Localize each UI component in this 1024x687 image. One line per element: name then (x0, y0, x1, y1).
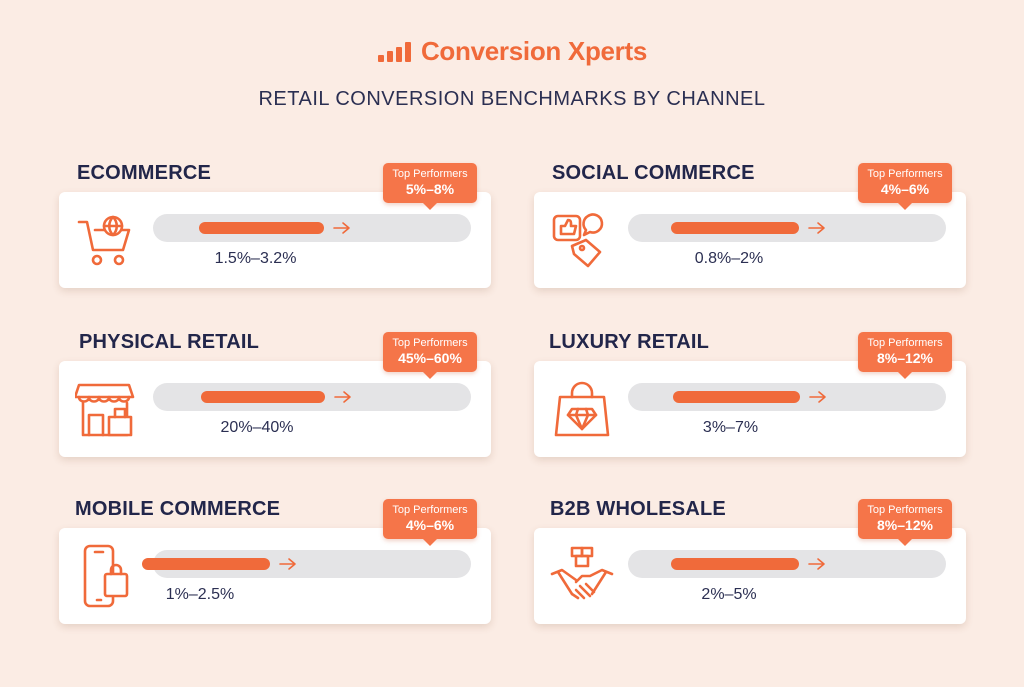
badge-value: 45%–60% (398, 350, 462, 366)
channel-title-social-commerce: SOCIAL COMMERCE (552, 162, 755, 184)
arrow-right-icon (808, 222, 825, 234)
badge-label: Top Performers (867, 337, 943, 349)
chart-title: RETAIL CONVERSION BENCHMARKS BY CHANNEL (258, 88, 766, 110)
channel-card-physical-retail: 20%–40% (59, 361, 491, 457)
badge-label: Top Performers (392, 168, 468, 180)
arrow-right-icon (279, 558, 296, 570)
badge-value: 4%–6% (880, 181, 930, 197)
channel-card-b2b-wholesale: 2%–5% (534, 528, 966, 624)
top-performers-badge-b2b-wholesale: Top Performers 8%–12% (858, 499, 952, 546)
range-track (142, 550, 471, 578)
range-bar-b2b-wholesale (671, 558, 799, 570)
bar-chart-logo-icon (377, 41, 411, 62)
range-track (628, 550, 946, 578)
range-bar-ecommerce (199, 222, 324, 234)
range-bar-mobile-commerce (142, 558, 270, 570)
storefront-icon (73, 377, 139, 441)
range-track (628, 383, 946, 411)
channel-card-ecommerce: 1.5%–3.2% (59, 192, 491, 288)
brand-logo: Conversion Xperts (0, 36, 1024, 67)
channel-title-luxury-retail: LUXURY RETAIL (549, 331, 710, 353)
channel-title-physical-retail: PHYSICAL RETAIL (79, 331, 260, 353)
badge-value: 4%–6% (405, 517, 455, 533)
mobile-shopping-icon (75, 544, 139, 608)
range-track (628, 214, 946, 242)
badge-value: 5%–8% (405, 181, 455, 197)
range-label-physical-retail: 20%–40% (220, 419, 294, 436)
top-performers-badge-ecommerce: Top Performers 5%–8% (383, 163, 477, 210)
range-bar-luxury-retail (673, 391, 800, 403)
range-label-luxury-retail: 3%–7% (702, 419, 759, 436)
channel-card-social-commerce: 0.8%–2% (534, 192, 966, 288)
range-bar-social-commerce (671, 222, 799, 234)
range-track (153, 214, 471, 242)
channel-card-luxury-retail: 3%–7% (534, 361, 966, 457)
badge-label: Top Performers (867, 504, 943, 516)
badge-label: Top Performers (392, 504, 468, 516)
social-like-tag-icon (550, 208, 614, 272)
range-label-mobile-commerce: 1%–2.5% (165, 586, 235, 603)
range-label-social-commerce: 0.8%–2% (694, 250, 764, 267)
top-performers-badge-luxury-retail: Top Performers 8%–12% (858, 332, 952, 379)
arrow-right-icon (334, 391, 351, 403)
shopping-cart-globe-icon (75, 208, 139, 272)
channel-title-b2b-wholesale: B2B WHOLESALE (550, 498, 726, 520)
range-label-ecommerce: 1.5%–3.2% (214, 250, 297, 267)
range-label-b2b-wholesale: 2%–5% (701, 586, 757, 603)
badge-value: 8%–12% (876, 517, 934, 533)
top-performers-badge-social-commerce: Top Performers 4%–6% (858, 163, 952, 210)
arrow-right-icon (809, 391, 826, 403)
badge-label: Top Performers (867, 168, 943, 180)
channel-title-mobile-commerce: MOBILE COMMERCE (75, 498, 281, 520)
top-performers-badge-mobile-commerce: Top Performers 4%–6% (383, 499, 477, 546)
diamond-bag-icon (550, 377, 614, 441)
arrow-right-icon (333, 222, 350, 234)
arrow-right-icon (808, 558, 825, 570)
top-performers-badge-physical-retail: Top Performers 45%–60% (383, 332, 477, 379)
range-bar-physical-retail (201, 391, 325, 403)
badge-value: 8%–12% (876, 350, 934, 366)
badge-label: Top Performers (392, 337, 468, 349)
channel-card-mobile-commerce: 1%–2.5% (59, 528, 491, 624)
handshake-boxes-icon (550, 544, 614, 608)
brand-name: Conversion Xperts (420, 36, 648, 66)
channel-title-ecommerce: ECOMMERCE (77, 162, 212, 184)
range-track (153, 383, 471, 411)
